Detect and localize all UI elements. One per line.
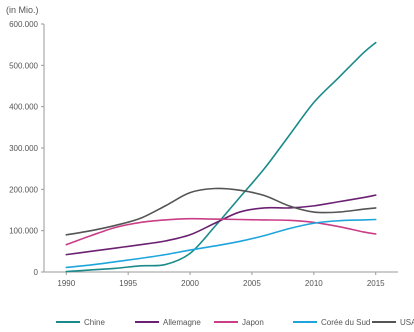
y-tick-label: 400.000: [9, 103, 38, 112]
legend-label: Allemagne: [163, 318, 201, 327]
y-axis: 0 100.000 200.000 300.000 400.000 500.000 600.…: [9, 20, 45, 277]
legend-item-allemagne: Allemagne: [135, 318, 201, 327]
x-tick-label: 2015: [367, 279, 385, 288]
x-tick-label: 2000: [181, 279, 199, 288]
y-tick-label: 100.000: [9, 227, 38, 236]
x-axis: 1990 1995 2000 2005 2010 2015: [44, 271, 398, 288]
x-tick-label: 1995: [119, 279, 137, 288]
x-tick-label: 1990: [57, 279, 75, 288]
legend-label: Japon: [242, 318, 264, 327]
y-tick-label: 0: [34, 268, 39, 277]
legend-label: Chine: [84, 318, 105, 327]
y-tick-label: 200.000: [9, 185, 38, 194]
legend-item-chine: Chine: [56, 318, 105, 327]
legend: Chine Allemagne Japon Corée du Sud USA: [56, 318, 414, 327]
x-tick-label: 2005: [243, 279, 261, 288]
y-tick-label: 300.000: [9, 144, 38, 153]
legend-item-coree-du-sud: Corée du Sud: [293, 318, 370, 327]
series-line-japon: [65, 217, 377, 246]
x-tick-label: 2010: [305, 279, 323, 288]
series-line-usa: [65, 187, 377, 236]
unit-label: (in Mio.): [6, 5, 39, 15]
legend-item-japon: Japon: [214, 318, 264, 327]
series-line-chine: [65, 41, 377, 273]
legend-label: Corée du Sud: [321, 318, 370, 327]
series-line-coree-du-sud: [65, 218, 377, 269]
series-line-allemagne: [65, 194, 377, 256]
series-lines: [65, 41, 377, 273]
y-tick-label: 500.000: [9, 61, 38, 70]
legend-item-usa: USA: [372, 318, 414, 327]
y-tick-label: 600.000: [9, 20, 38, 29]
legend-label: USA: [400, 318, 414, 327]
